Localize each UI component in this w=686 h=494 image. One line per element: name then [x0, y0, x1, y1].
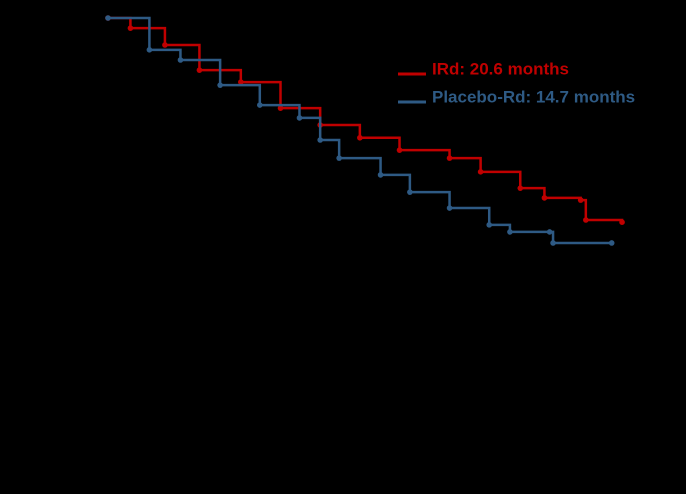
censor-mark	[336, 155, 342, 161]
legend-label: Placebo-Rd: 14.7 months	[432, 87, 635, 106]
censor-mark	[550, 240, 556, 246]
censor-mark	[541, 195, 548, 201]
survival-curve	[108, 16, 624, 223]
legend-label: IRd: 20.6 months	[432, 59, 569, 78]
censor-mark	[507, 229, 513, 235]
censor-mark	[162, 42, 168, 48]
censor-mark	[357, 134, 363, 141]
censor-mark	[217, 82, 223, 88]
censor-mark	[317, 137, 323, 143]
censor-mark	[446, 205, 453, 211]
censor-mark	[446, 155, 453, 161]
censor-mark	[619, 219, 625, 226]
censor-mark	[127, 25, 134, 31]
censor-mark	[546, 229, 553, 235]
censor-mark	[577, 197, 584, 203]
censor-mark	[608, 240, 615, 246]
censor-mark	[486, 222, 493, 228]
censor-mark	[407, 189, 413, 195]
censor-mark	[296, 115, 303, 121]
censor-mark	[146, 47, 153, 53]
censor-mark	[377, 172, 384, 178]
censor-mark	[105, 15, 111, 21]
censor-mark	[277, 105, 284, 111]
censor-mark	[196, 67, 203, 73]
censor-mark	[238, 79, 244, 85]
censor-mark	[177, 57, 184, 63]
censor-mark	[396, 147, 403, 153]
censor-mark	[583, 217, 589, 223]
censor-mark	[517, 185, 524, 191]
censor-mark	[257, 102, 263, 108]
censor-mark	[477, 169, 484, 175]
